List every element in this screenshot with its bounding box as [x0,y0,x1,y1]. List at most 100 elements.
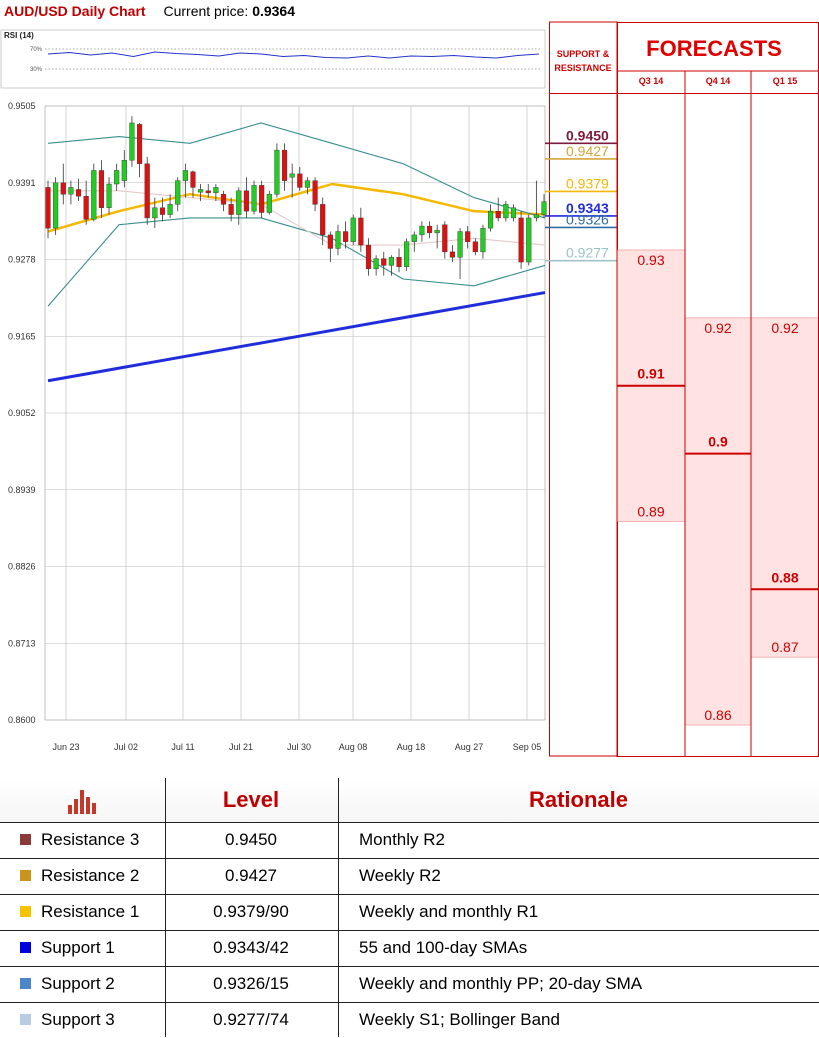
level-value-cell: 0.9379/90 [213,902,289,921]
level-value-cell: 0.9427 [225,866,277,885]
forecast-median-label: 0.91 [637,366,664,382]
y-tick-label: 0.9278 [8,255,36,265]
candle-body [259,185,265,213]
forecast-column-label: Q4 14 [706,76,731,86]
candle-body [465,231,471,242]
forecast-high-label: 0.92 [704,320,731,336]
candle-body [106,183,112,208]
sr-value: 0.9343 [566,200,609,216]
x-tick-label: Aug 08 [339,742,368,752]
candle-body [266,193,272,213]
rsi-box [0,29,546,89]
rsi-panel: RSI (14) 70% 30% [0,29,546,89]
level-name-cell: Resistance 2 [20,858,139,894]
candle-body [343,231,349,242]
forecast-low-label: 0.87 [771,639,798,655]
candle-body [388,257,394,266]
x-tick-label: Jul 21 [229,742,253,752]
candle-body [472,241,478,253]
level-name: Support 1 [41,938,115,957]
rationale-cell: Monthly R2 [359,830,445,849]
y-tick-label: 0.9165 [8,331,36,341]
level-color-swatch [20,870,31,882]
table-row: Support 1 0.9343/42 55 and 100-day SMAs [0,930,819,966]
sr-box [549,21,618,757]
level-value-cell: 0.9326/15 [213,974,289,993]
bar-chart-icon [68,790,96,814]
candle-body [236,190,242,215]
candle-body [495,210,501,219]
level-name-cell: Resistance 3 [20,822,139,858]
candle-body [281,149,288,181]
candle-body [312,180,318,205]
candle-body [518,217,524,263]
candle-body [121,160,127,181]
x-tick-label: Aug 18 [397,742,426,752]
forecast-high-label: 0.92 [771,320,798,336]
rationale-cell: Weekly and monthly PP; 20-day SMA [359,974,643,993]
table-row: Resistance 3 0.9450 Monthly R2 [0,822,819,858]
candle-body [129,122,135,161]
forecast-median-label: 0.9 [708,434,728,450]
candle-body [114,170,120,185]
candle-body [442,224,448,253]
y-tick-label: 0.8939 [8,485,36,495]
candle-body [68,187,74,195]
level-name: Support 2 [41,974,115,993]
level-name: Resistance 2 [41,866,140,885]
forecast-column-label: Q1 15 [773,76,798,86]
candle-body [419,225,425,236]
level-name-cell: Resistance 1 [20,894,139,930]
candle-body [152,207,158,219]
y-tick-label: 0.9052 [8,408,36,418]
candle-body [182,170,188,181]
candle-body [137,124,143,164]
candle-body [190,171,196,188]
x-tick-label: Sep 05 [513,742,542,752]
forecast-range-bar [684,317,752,726]
y-tick-label: 0.9391 [8,178,36,188]
level-color-swatch [20,978,31,990]
candle-body [243,190,249,212]
candle-body [297,173,303,188]
forecast-range-bar [750,317,819,658]
candlestick-chart: 0.9505 0.9391 0.9278 0.9165 0.9052 0.8939 0.88… [8,101,547,752]
candle-body [434,229,440,234]
level-name-cell: Support 1 [20,930,115,966]
candle-body [167,204,173,215]
candle-body [381,258,387,266]
candle-body [83,196,89,220]
sr-value: 0.9277 [566,245,609,261]
level-value-cell: 0.9450 [225,830,277,849]
candle-body [396,257,402,267]
candle-body [526,217,532,263]
candle-body [91,170,97,220]
level-name-cell: Support 3 [20,1002,115,1038]
candle-body [411,234,417,242]
candle-body [251,185,257,212]
rsi-line [47,51,540,59]
chart-title: AUD/USD Daily Chart [4,3,146,19]
sr-label-line2: RESISTANCE [554,63,611,73]
level-name: Support 3 [41,1010,115,1029]
sr-value: 0.9450 [566,127,609,143]
table-row: Resistance 1 0.9379/90 Weekly and monthly … [0,894,819,930]
rationale-header: Rationale [528,787,629,812]
candle-body [60,182,66,195]
forecast-high-label: 0.93 [637,252,664,268]
candle-body [45,187,51,229]
candle-body [144,163,150,219]
level-color-swatch [20,942,31,954]
candle-body [213,187,219,194]
candle-body [205,190,211,194]
y-tick-label: 0.9505 [8,101,36,111]
candle-body [510,207,517,219]
x-tick-label: Jul 11 [171,742,194,752]
forecast-panel: FORECASTS Q3 14 0.93 0.91 0.89 Q4 14 0.92 0.9 0.… [616,22,819,757]
level-color-swatch [20,1014,31,1026]
candle-body [533,214,539,219]
candle-body [373,258,379,270]
forecast-median-label: 0.88 [771,569,798,585]
level-header: Level [222,787,280,812]
